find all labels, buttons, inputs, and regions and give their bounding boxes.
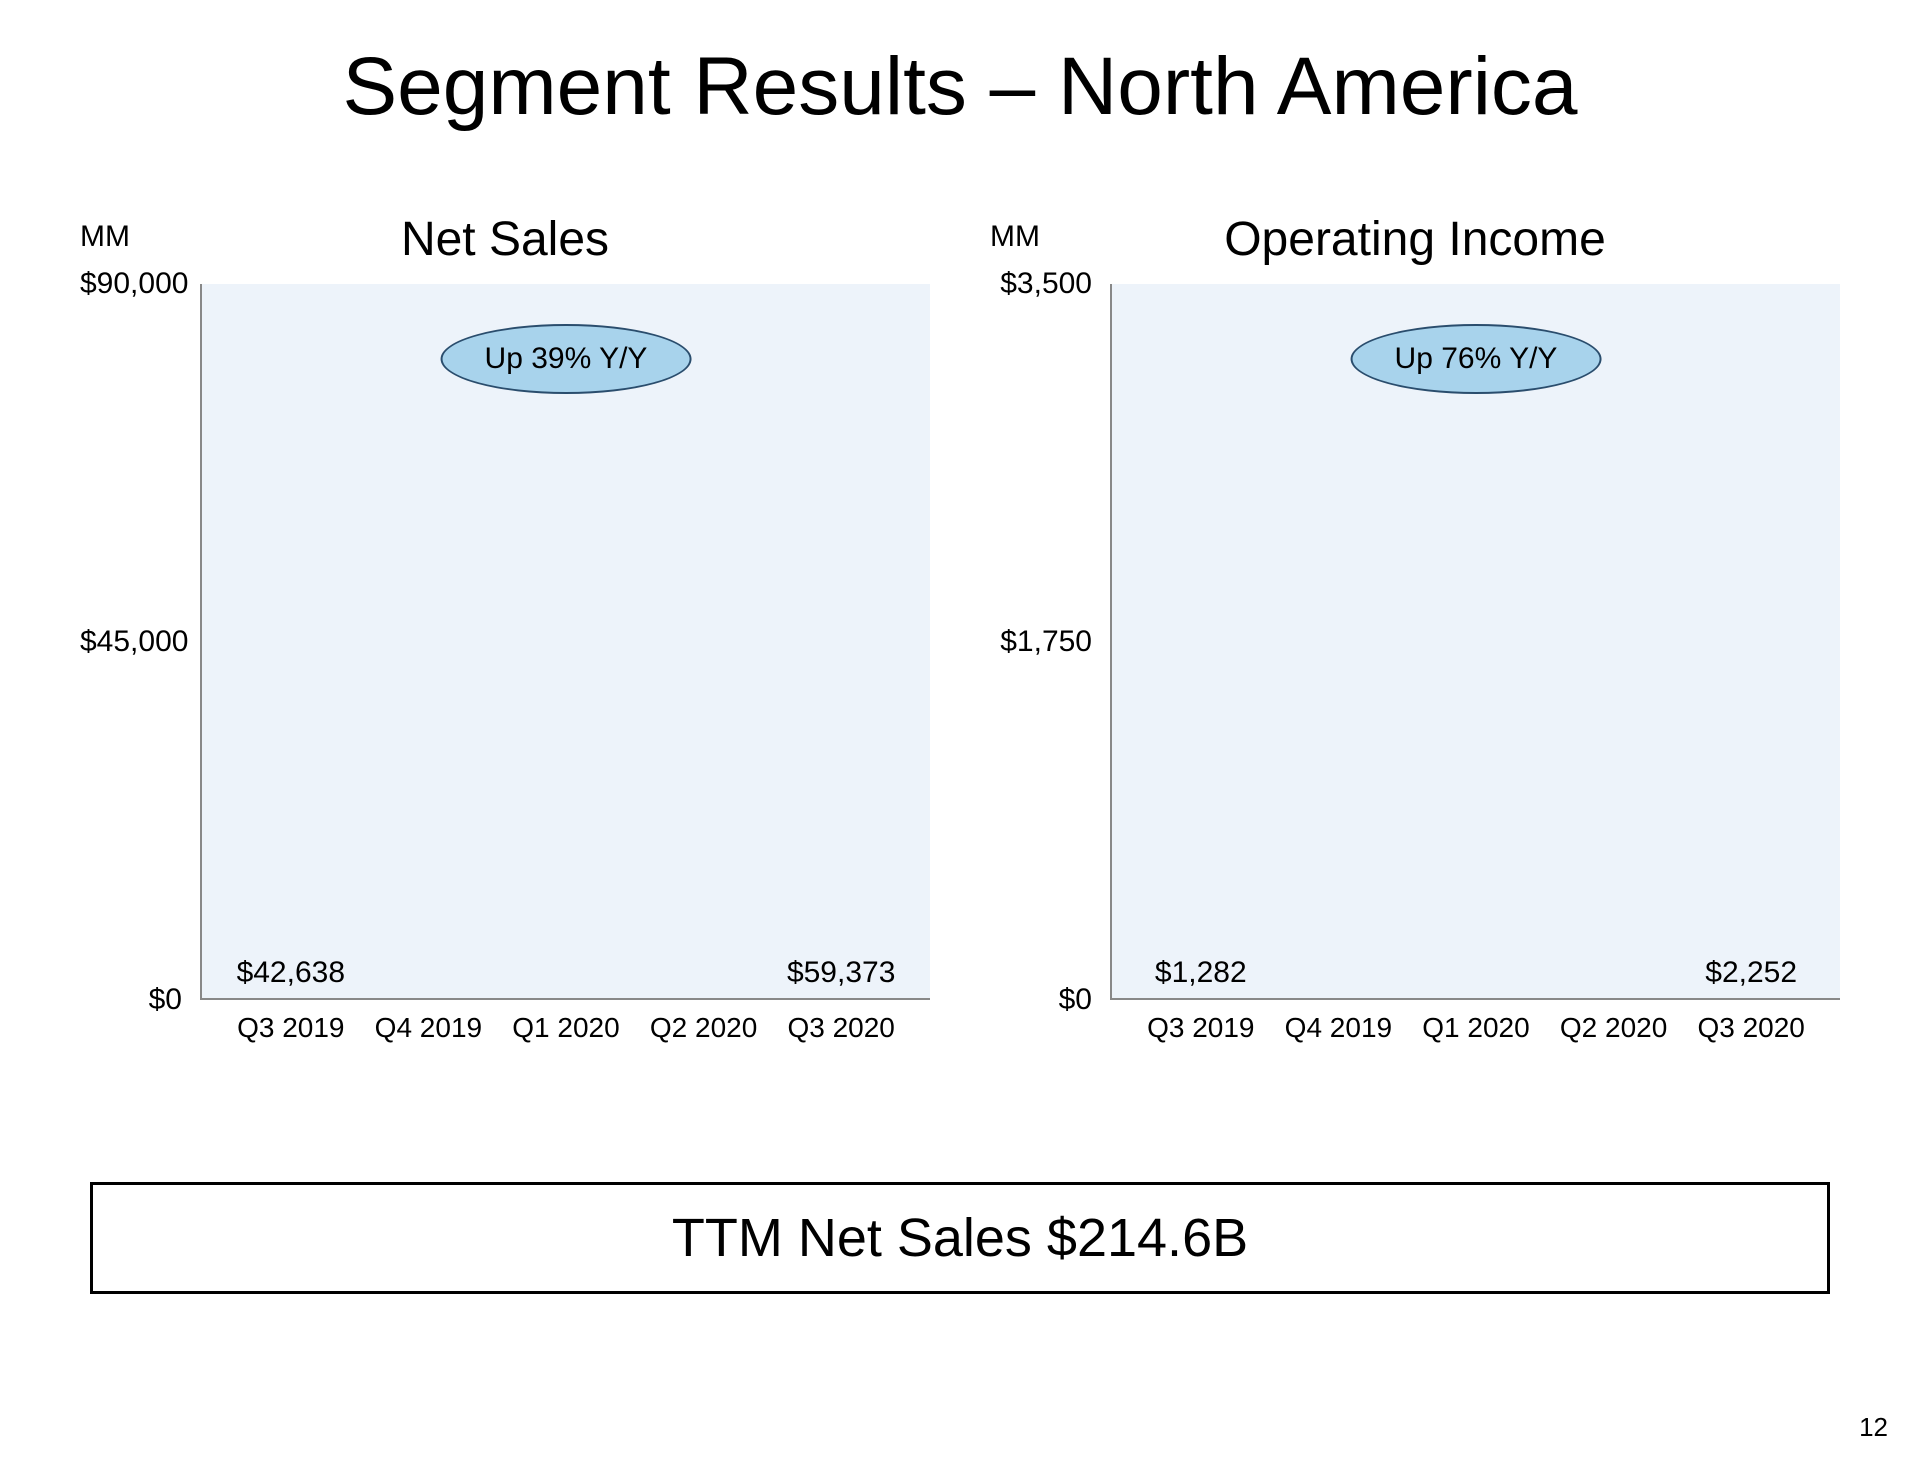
bar-value-label: $1,282 xyxy=(1155,956,1247,990)
xtick-label: Q1 2020 xyxy=(1422,1012,1529,1044)
xtick-label: Q3 2020 xyxy=(787,1012,894,1044)
chart-panel-operating-income: MMOperating IncomeUp 76% Y/Y$1,282Q3 201… xyxy=(990,240,1840,1060)
callout-badge: Up 76% Y/Y xyxy=(1351,324,1602,394)
xtick-label: Q2 2020 xyxy=(650,1012,757,1044)
page-number: 12 xyxy=(1859,1412,1888,1443)
xtick-label: Q3 2020 xyxy=(1697,1012,1804,1044)
xtick-label: Q4 2019 xyxy=(375,1012,482,1044)
bar-value-label: $42,638 xyxy=(237,956,345,990)
xtick-label: Q1 2020 xyxy=(512,1012,619,1044)
ytick-label: $3,500 xyxy=(990,267,1110,301)
plot-area: Up 76% Y/Y$1,282Q3 2019Q4 2019Q1 2020Q2 … xyxy=(1110,284,1840,1000)
xtick-label: Q2 2020 xyxy=(1560,1012,1667,1044)
ytick-label: $45,000 xyxy=(80,625,200,659)
ytick-label: $0 xyxy=(80,983,200,1017)
slide-title: Segment Results – North America xyxy=(0,40,1920,134)
callout-badge: Up 39% Y/Y xyxy=(441,324,692,394)
ttm-footer-text: TTM Net Sales $214.6B xyxy=(672,1208,1248,1268)
xtick-label: Q3 2019 xyxy=(1147,1012,1254,1044)
charts-row: MMNet SalesUp 39% Y/Y$42,638Q3 2019Q4 20… xyxy=(80,240,1840,1060)
chart-panel-net-sales: MMNet SalesUp 39% Y/Y$42,638Q3 2019Q4 20… xyxy=(80,240,930,1060)
bar-value-label: $59,373 xyxy=(787,956,895,990)
xtick-label: Q3 2019 xyxy=(237,1012,344,1044)
chart-title: Operating Income xyxy=(990,212,1840,267)
ytick-label: $0 xyxy=(990,983,1110,1017)
ytick-label: $1,750 xyxy=(990,625,1110,659)
ttm-footer-box: TTM Net Sales $214.6B xyxy=(90,1182,1830,1294)
bar-value-label: $2,252 xyxy=(1705,956,1797,990)
chart-title: Net Sales xyxy=(80,212,930,267)
plot-area: Up 39% Y/Y$42,638Q3 2019Q4 2019Q1 2020Q2… xyxy=(200,284,930,1000)
ytick-label: $90,000 xyxy=(80,267,200,301)
xtick-label: Q4 2019 xyxy=(1285,1012,1392,1044)
